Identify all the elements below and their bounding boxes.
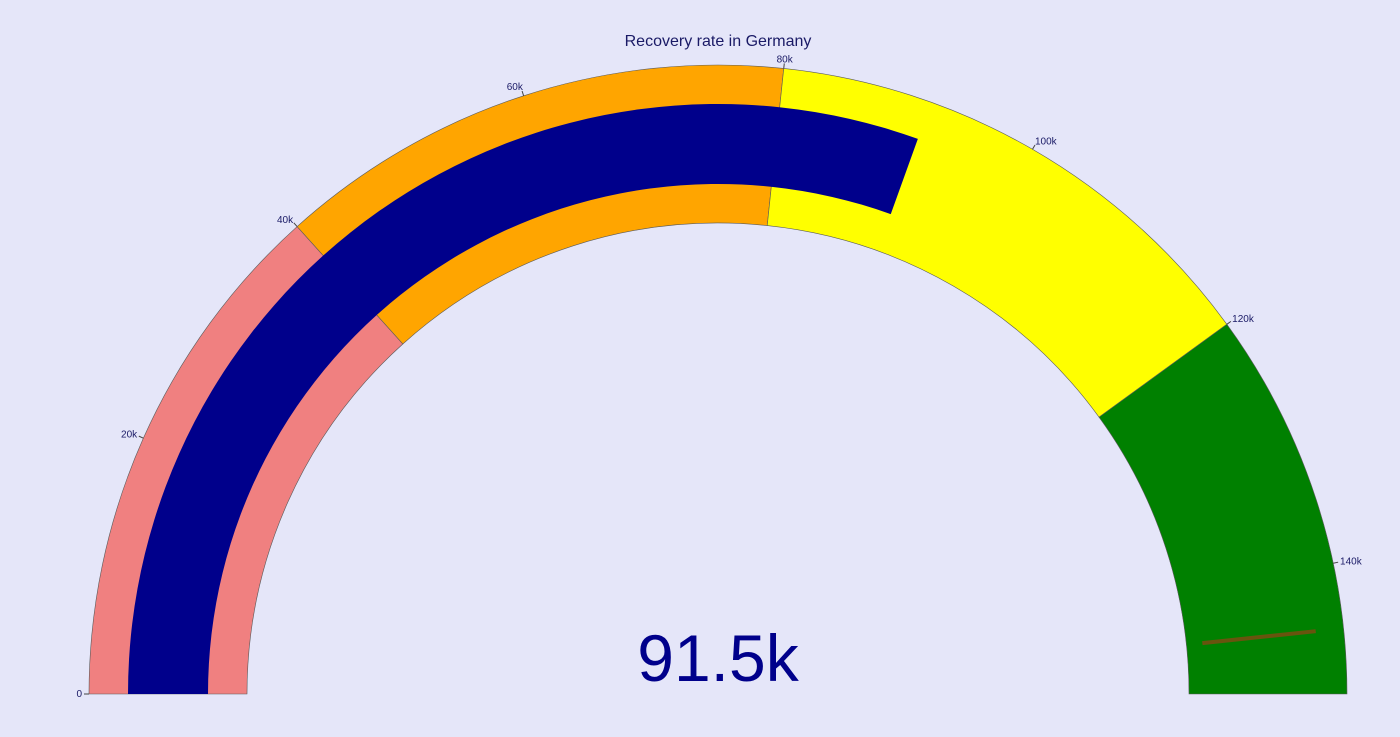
gauge-tick-label-2: 40k <box>277 215 294 226</box>
gauge-threshold-line <box>1202 629 1316 646</box>
gauge-tick-label-4: 80k <box>777 54 794 65</box>
gauge-tick-3 <box>521 90 525 96</box>
gauge-tick-4 <box>783 63 785 69</box>
gauge-threshold-layer <box>1202 629 1316 646</box>
gauge-tick-label-6: 120k <box>1232 314 1255 325</box>
gauge-value: 91.5k <box>637 621 799 695</box>
gauge-tick-label-3: 60k <box>507 82 524 93</box>
gauge-step-3 <box>1098 323 1348 695</box>
gauge-tick-7 <box>1333 561 1339 564</box>
gauge-tick-label-1: 20k <box>121 430 138 441</box>
chart-title: Recovery rate in Germany <box>625 33 812 50</box>
gauge-tick-label-5: 100k <box>1035 136 1058 147</box>
gauge-tick-label-0: 0 <box>76 689 82 700</box>
gauge-bar-layer <box>128 103 918 695</box>
gauge-axis: 0 20k 40k 60k 80k 100k 120k 140k <box>76 54 1362 700</box>
gauge-value-bar <box>128 103 918 695</box>
gauge-tick-5 <box>1032 144 1036 150</box>
gauge-tick-2 <box>293 222 298 227</box>
gauge-tick-6 <box>1226 320 1232 325</box>
gauge-tick-1 <box>138 435 144 439</box>
gauge-tick-label-7: 140k <box>1340 556 1363 567</box>
